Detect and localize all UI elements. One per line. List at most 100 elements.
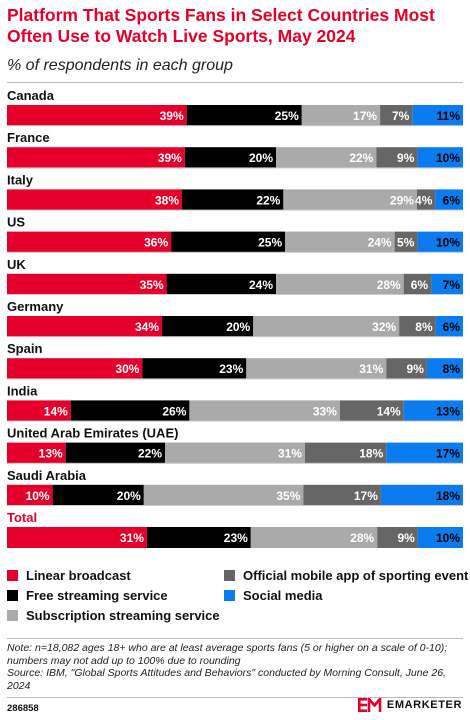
- bar-segment-italy-linear-broadcast: [7, 189, 183, 211]
- data-label-germany-subscription-streaming-service: 32%: [372, 320, 396, 334]
- bar-segment-uk-official-mobile-app-of-sporting-event: [403, 273, 432, 295]
- legend-swatch-social-media: [224, 590, 235, 601]
- stacked-bar-chart: Canada 39% 25% 17% 7% 11% France 39% 20% 22% 9% 10%…: [7, 88, 463, 548]
- row-divider: [7, 294, 463, 295]
- category-label-canada: Canada: [7, 88, 55, 103]
- category-label-germany: Germany: [7, 299, 64, 314]
- bar-segment-us-free-streaming-service: [171, 231, 286, 253]
- bar-segment-germany-free-streaming-service: [162, 316, 254, 337]
- bar-segment-saudi-arabia-free-streaming-service: [52, 484, 144, 506]
- source-text: Source: IBM, "Global Sports Attitudes an…: [7, 667, 446, 692]
- data-label-italy-free-streaming-service: 22%: [256, 193, 280, 207]
- data-label-france-free-streaming-service: 20%: [249, 151, 273, 165]
- category-label-uk: UK: [7, 257, 26, 272]
- data-label-india-social-media: 13%: [436, 404, 460, 418]
- legend-item-official-mobile-app: Official mobile app of sporting event: [224, 568, 468, 583]
- data-label-canada-linear-broadcast: 39%: [160, 109, 184, 123]
- bar-segment-us-official-mobile-app-of-sporting-event: [394, 231, 418, 253]
- data-label-canada-free-streaming-service: 25%: [275, 109, 299, 123]
- legend-item-subscription-streaming: Subscription streaming service: [7, 608, 220, 623]
- bar-segment-spain-free-streaming-service: [142, 358, 247, 380]
- legend-swatch-linear-broadcast: [7, 570, 18, 581]
- bar-segment-total-subscription-streaming-service: [250, 527, 378, 548]
- data-label-total-subscription-streaming-service: 28%: [350, 531, 374, 545]
- chart-subtitle: % of respondents in each group: [7, 57, 233, 74]
- category-label-saudi-arabia: Saudi Arabia: [7, 468, 87, 483]
- data-label-united-arab-emirates-uae-linear-broadcast: 13%: [39, 447, 63, 461]
- bar-segment-uk-subscription-streaming-service: [276, 273, 404, 295]
- footnotes: Note: n=18,082 ages 18+ who are at least…: [7, 642, 463, 692]
- bar-segment-total-free-streaming-service: [146, 527, 251, 548]
- note-text: Note: n=18,082 ages 18+ who are at least…: [7, 642, 448, 667]
- legend-label-official-mobile-app: Official mobile app of sporting event: [243, 568, 469, 583]
- legend-item-free-streaming: Free streaming service: [7, 588, 168, 603]
- row-divider: [7, 251, 463, 253]
- bar-segment-spain-official-mobile-app-of-sporting-event: [386, 358, 427, 380]
- bar-segment-uk-free-streaming-service: [166, 273, 277, 295]
- bar-segment-canada-linear-broadcast: [7, 105, 187, 126]
- data-label-uk-official-mobile-app-of-sporting-event: 6%: [411, 278, 429, 292]
- data-label-total-official-mobile-app-of-sporting-event: 9%: [398, 531, 416, 545]
- bar-segment-us-linear-broadcast: [7, 231, 172, 253]
- em-logo-icon: [357, 698, 382, 712]
- data-label-germany-social-media: 6%: [443, 320, 461, 334]
- data-label-saudi-arabia-social-media: 18%: [436, 489, 460, 503]
- row-divider: [7, 336, 463, 338]
- footer-divider: [7, 638, 463, 639]
- data-label-france-subscription-streaming-service: 22%: [349, 151, 373, 165]
- bottom-divider: [7, 697, 463, 698]
- bar-segment-france-free-streaming-service: [184, 147, 277, 169]
- category-label-france: France: [7, 130, 50, 145]
- legend-label-subscription-streaming: Subscription streaming service: [26, 608, 220, 623]
- data-label-uk-subscription-streaming-service: 28%: [377, 278, 401, 292]
- category-label-spain: Spain: [7, 341, 42, 356]
- bar-segment-india-subscription-streaming-service: [189, 400, 340, 422]
- bar-segment-spain-social-media: [426, 358, 463, 380]
- bar-segment-germany-subscription-streaming-service: [253, 316, 400, 337]
- data-label-united-arab-emirates-uae-subscription-streaming-service: 31%: [278, 447, 302, 461]
- bar-segment-italy-official-mobile-app-of-sporting-event: [416, 189, 436, 211]
- data-label-india-official-mobile-app-of-sporting-event: 14%: [377, 404, 401, 418]
- chart-title: Platform That Sports Fans in Select Coun…: [7, 5, 435, 46]
- data-label-us-subscription-streaming-service: 24%: [368, 236, 392, 250]
- bar-segment-canada-official-mobile-app-of-sporting-event: [380, 105, 413, 126]
- data-label-france-linear-broadcast: 39%: [158, 151, 182, 165]
- title-divider: [7, 82, 463, 83]
- bar-segment-total-linear-broadcast: [7, 527, 147, 548]
- bar-segment-total-official-mobile-app-of-sporting-event: [377, 527, 418, 548]
- bar-segment-total-social-media: [417, 527, 463, 548]
- bar-segment-france-social-media: [417, 147, 463, 169]
- data-label-germany-official-mobile-app-of-sporting-event: 8%: [415, 320, 433, 334]
- legend-label-free-streaming: Free streaming service: [26, 588, 168, 603]
- bar-segment-spain-subscription-streaming-service: [246, 358, 387, 380]
- legend-label-linear-broadcast: Linear broadcast: [26, 568, 131, 583]
- data-label-united-arab-emirates-uae-free-streaming-service: 22%: [138, 447, 162, 461]
- bar-segment-germany-official-mobile-app-of-sporting-event: [399, 316, 436, 337]
- data-label-us-linear-broadcast: 36%: [144, 236, 168, 250]
- legend-label-social-media: Social media: [243, 588, 323, 603]
- data-label-uk-linear-broadcast: 35%: [140, 278, 164, 292]
- bar-segment-canada-subscription-streaming-service: [301, 105, 381, 126]
- bar-segment-italy-free-streaming-service: [182, 189, 284, 211]
- bar-segment-india-free-streaming-service: [70, 400, 190, 422]
- bar-segment-saudi-arabia-subscription-streaming-service: [143, 484, 304, 506]
- data-label-spain-subscription-streaming-service: 31%: [359, 362, 383, 376]
- bar-segment-united-arab-emirates-uae-free-streaming-service: [65, 442, 166, 464]
- data-label-italy-official-mobile-app-of-sporting-event: 4%: [415, 193, 433, 207]
- category-label-total: Total: [7, 510, 37, 525]
- data-label-india-free-streaming-service: 26%: [162, 404, 186, 418]
- data-label-spain-social-media: 8%: [443, 362, 461, 376]
- category-label-united-arab-emirates-uae: United Arab Emirates (UAE): [7, 426, 178, 441]
- bar-segment-uk-social-media: [431, 273, 463, 295]
- data-label-united-arab-emirates-uae-social-media: 17%: [436, 447, 460, 461]
- bar-segment-united-arab-emirates-uae-official-mobile-app-of-sporting-event: [304, 442, 387, 464]
- data-label-total-social-media: 10%: [436, 531, 460, 545]
- bar-segment-germany-linear-broadcast: [7, 316, 163, 337]
- bar-segment-us-social-media: [417, 231, 463, 253]
- data-label-france-official-mobile-app-of-sporting-event: 9%: [397, 151, 415, 165]
- data-label-italy-social-media: 6%: [443, 193, 461, 207]
- brand-logo: EMARKETER: [357, 698, 462, 712]
- data-label-canada-social-media: 11%: [437, 109, 461, 123]
- category-label-italy: Italy: [7, 172, 34, 187]
- bar-segment-italy-subscription-streaming-service: [283, 189, 417, 211]
